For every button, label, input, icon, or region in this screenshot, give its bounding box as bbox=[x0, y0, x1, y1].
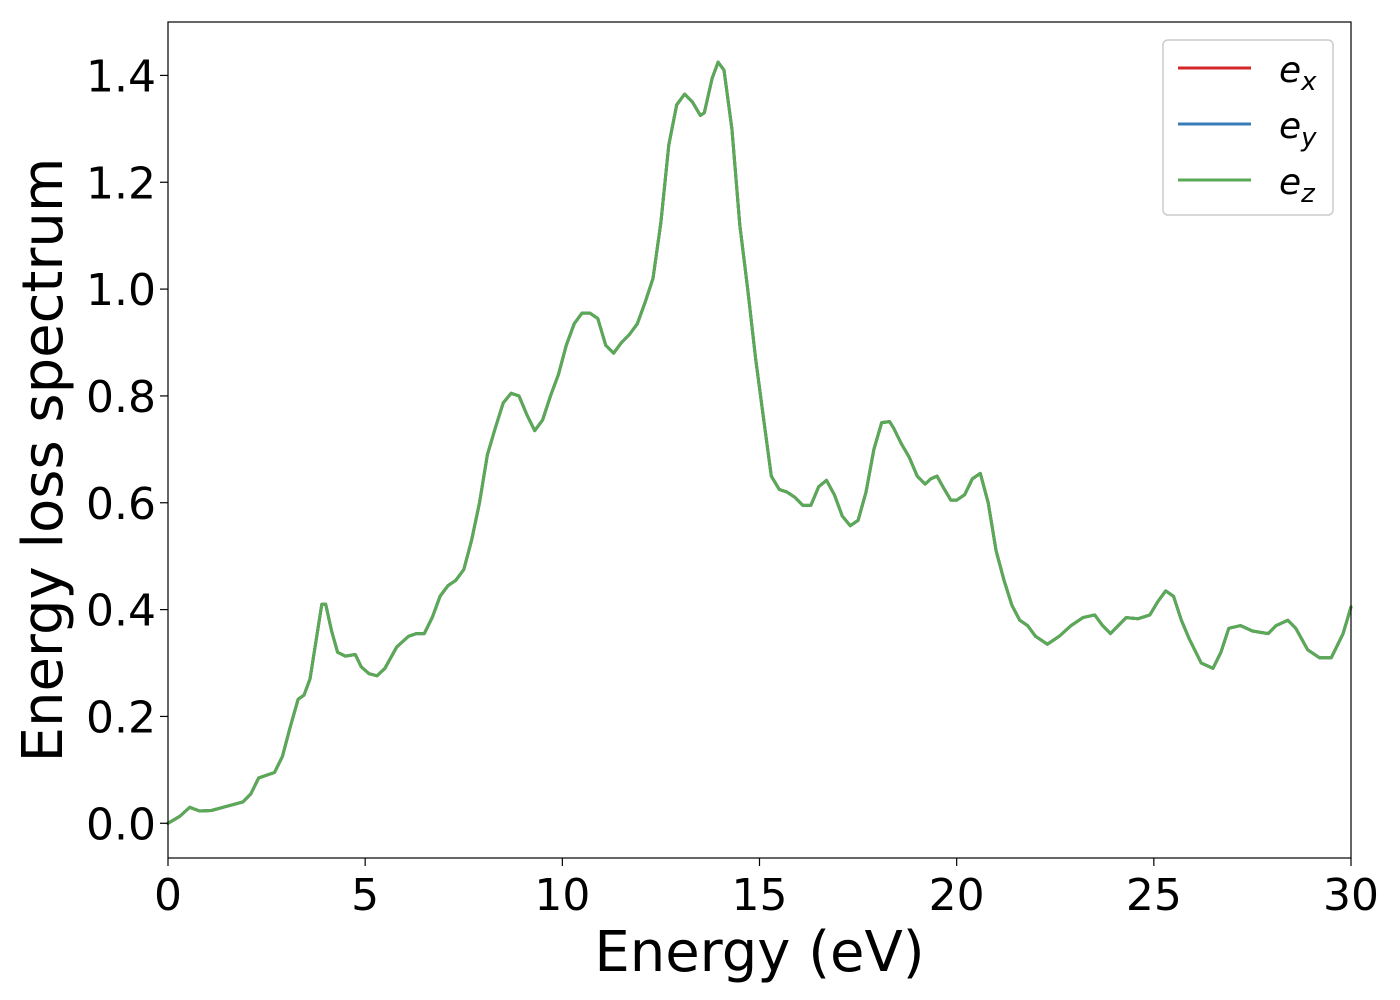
series-layer bbox=[166, 60, 1353, 825]
x-tick-label: 20 bbox=[929, 870, 985, 921]
legend-box bbox=[1162, 39, 1334, 216]
x-tick-label: 0 bbox=[154, 870, 182, 921]
y-tick-label: 1.2 bbox=[86, 158, 156, 209]
y-tick-label: 1.0 bbox=[86, 265, 156, 316]
y-axis: 0.0 0.2 0.4 0.6 0.8 1.0 1.2 1.4 bbox=[86, 51, 168, 850]
x-tick-label: 25 bbox=[1126, 870, 1182, 921]
x-axis-label: Energy (eV) bbox=[594, 920, 924, 985]
x-tick-label: 15 bbox=[732, 870, 788, 921]
y-tick-label: 0.0 bbox=[86, 799, 156, 850]
x-tick-label: 5 bbox=[351, 870, 379, 921]
y-tick-label: 0.6 bbox=[86, 479, 156, 530]
y-tick-label: 0.4 bbox=[86, 586, 156, 637]
legend-label-x: ex bbox=[1279, 50, 1317, 97]
x-axis: 0 5 10 15 20 25 30 bbox=[154, 858, 1379, 921]
series-line-z bbox=[166, 60, 1353, 825]
y-tick-label: 1.4 bbox=[86, 51, 156, 102]
legend: ex ey ez bbox=[1162, 39, 1334, 216]
x-tick-label: 10 bbox=[534, 870, 590, 921]
x-tick-label: 30 bbox=[1323, 870, 1379, 921]
y-axis-label: Energy loss spectrum bbox=[11, 158, 76, 763]
legend-label-y: ey bbox=[1279, 106, 1317, 153]
y-tick-label: 0.2 bbox=[86, 692, 156, 743]
legend-label-z: ez bbox=[1279, 162, 1316, 209]
y-tick-label: 0.8 bbox=[86, 372, 156, 423]
